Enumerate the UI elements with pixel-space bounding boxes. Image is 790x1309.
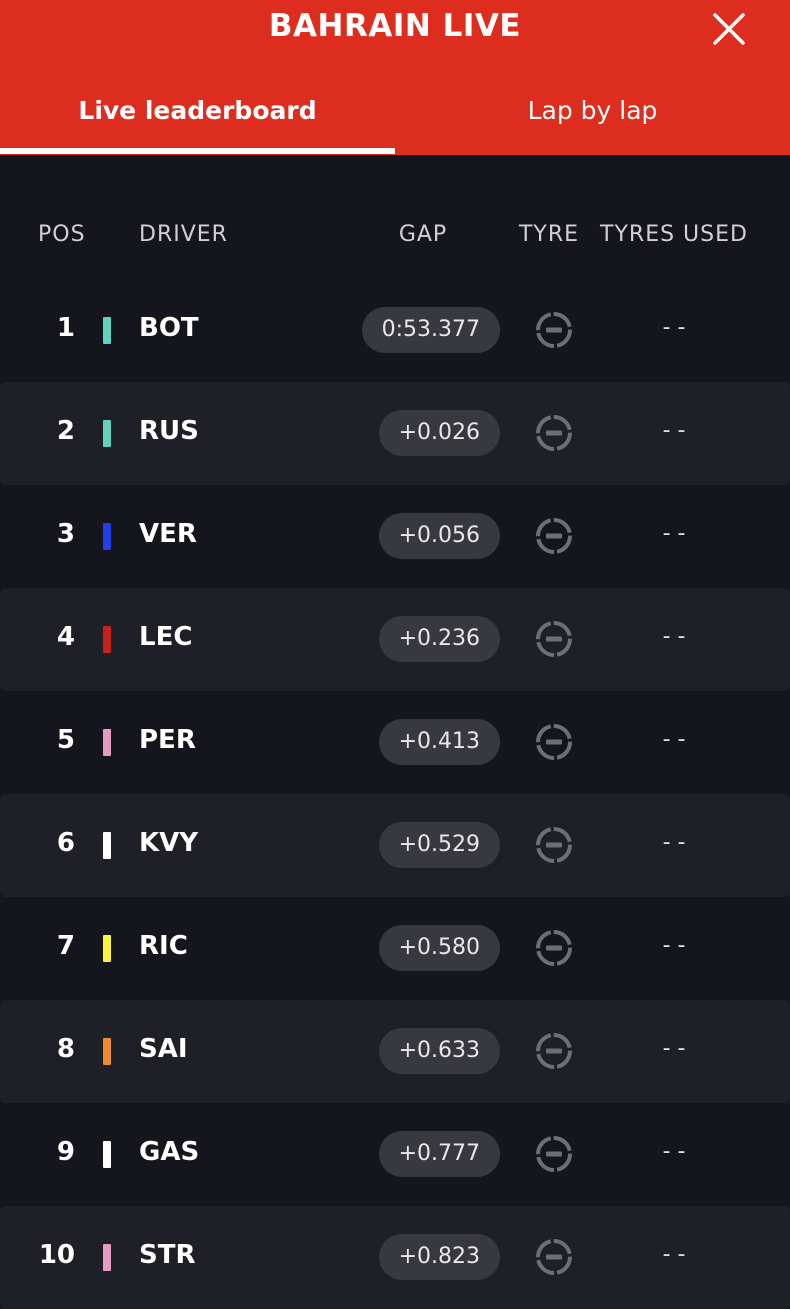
gap-pill: +0.529 bbox=[378, 822, 500, 868]
gap-pill: +0.777 bbox=[378, 1131, 500, 1177]
team-color bbox=[103, 729, 111, 756]
gap-pill: +0.633 bbox=[378, 1028, 500, 1074]
gap-pill: +0.413 bbox=[378, 719, 500, 765]
team-color bbox=[103, 626, 111, 653]
position: 1 bbox=[56, 313, 75, 343]
leaderboard-row: 6 KVY +0.529 - - bbox=[0, 794, 790, 897]
tyre-icon bbox=[534, 1031, 574, 1071]
tyre-icon bbox=[534, 1237, 574, 1277]
gap-pill: 0:53.377 bbox=[361, 307, 500, 353]
driver: PER bbox=[139, 725, 196, 755]
driver: STR bbox=[139, 1240, 196, 1270]
tyre-icon bbox=[534, 722, 574, 762]
position: 10 bbox=[38, 1240, 75, 1270]
position: 3 bbox=[56, 519, 75, 549]
tab[interactable]: Lap by lap bbox=[527, 96, 658, 125]
driver: KVY bbox=[139, 828, 199, 858]
gap-pill: +0.026 bbox=[378, 410, 500, 456]
position: 6 bbox=[56, 828, 75, 858]
team-color bbox=[103, 1244, 111, 1271]
leaderboard-row: 10 STR +0.823 - - bbox=[0, 1206, 790, 1309]
position: 2 bbox=[56, 416, 75, 446]
driver: GAS bbox=[139, 1137, 200, 1167]
position: 9 bbox=[56, 1137, 75, 1167]
position: 8 bbox=[56, 1034, 75, 1064]
driver: SAI bbox=[139, 1034, 188, 1064]
team-color bbox=[103, 832, 111, 859]
gap-pill: +0.056 bbox=[378, 513, 500, 559]
leaderboard-row: 9 GAS +0.777 - - bbox=[0, 1103, 790, 1206]
driver: BOT bbox=[139, 313, 199, 343]
team-color bbox=[103, 1038, 111, 1065]
column-header: DRIVER bbox=[139, 222, 228, 247]
team-color bbox=[103, 1141, 111, 1168]
tyres-used: - - bbox=[662, 418, 686, 443]
tyre-icon bbox=[534, 928, 574, 968]
leaderboard-row: 3 VER +0.056 - - bbox=[0, 485, 790, 588]
tyres-used: - - bbox=[662, 624, 686, 649]
tyre-icon bbox=[534, 619, 574, 659]
driver: RIC bbox=[139, 931, 188, 961]
close-button[interactable] bbox=[712, 12, 746, 46]
leaderboard-row: 8 SAI +0.633 - - bbox=[0, 1000, 790, 1103]
tyre-icon bbox=[534, 310, 574, 350]
tyres-used: - - bbox=[662, 727, 686, 752]
tyre-icon bbox=[534, 516, 574, 556]
column-header: TYRES USED bbox=[600, 222, 748, 247]
leaderboard-row: 4 LEC +0.236 - - bbox=[0, 588, 790, 691]
tyre-icon bbox=[534, 1134, 574, 1174]
driver: VER bbox=[139, 519, 197, 549]
tyres-used: - - bbox=[662, 1036, 686, 1061]
tyres-used: - - bbox=[662, 315, 686, 340]
leaderboard-row: 5 PER +0.413 - - bbox=[0, 691, 790, 794]
tyre-icon bbox=[534, 413, 574, 453]
team-color bbox=[103, 935, 111, 962]
gap-pill: +0.236 bbox=[378, 616, 500, 662]
column-header: TYRE bbox=[518, 222, 580, 247]
tyres-used: - - bbox=[662, 1242, 686, 1267]
tab-indicator bbox=[0, 148, 395, 154]
team-color bbox=[103, 317, 111, 344]
team-color bbox=[103, 420, 111, 447]
driver: LEC bbox=[139, 622, 193, 652]
column-header: POS bbox=[38, 222, 86, 247]
tyres-used: - - bbox=[662, 1139, 686, 1164]
team-color bbox=[103, 523, 111, 550]
leaderboard-row: 1 BOT 0:53.377 - - bbox=[0, 279, 790, 382]
tab[interactable]: Live leaderboard bbox=[78, 96, 317, 125]
column-header: GAP bbox=[398, 222, 448, 247]
header: BAHRAIN LIVE Live leaderboard Lap by lap bbox=[0, 0, 790, 155]
leaderboard-row: 2 RUS +0.026 - - bbox=[0, 382, 790, 485]
tyres-used: - - bbox=[662, 521, 686, 546]
title: BAHRAIN LIVE bbox=[268, 8, 522, 44]
tyres-used: - - bbox=[662, 933, 686, 958]
gap-pill: +0.823 bbox=[378, 1234, 500, 1280]
driver: RUS bbox=[139, 416, 199, 446]
position: 4 bbox=[56, 622, 75, 652]
tyre-icon bbox=[534, 825, 574, 865]
position: 7 bbox=[56, 931, 75, 961]
gap-pill: +0.580 bbox=[378, 925, 500, 971]
tyres-used: - - bbox=[662, 830, 686, 855]
leaderboard-row: 7 RIC +0.580 - - bbox=[0, 897, 790, 1000]
position: 5 bbox=[56, 725, 75, 755]
